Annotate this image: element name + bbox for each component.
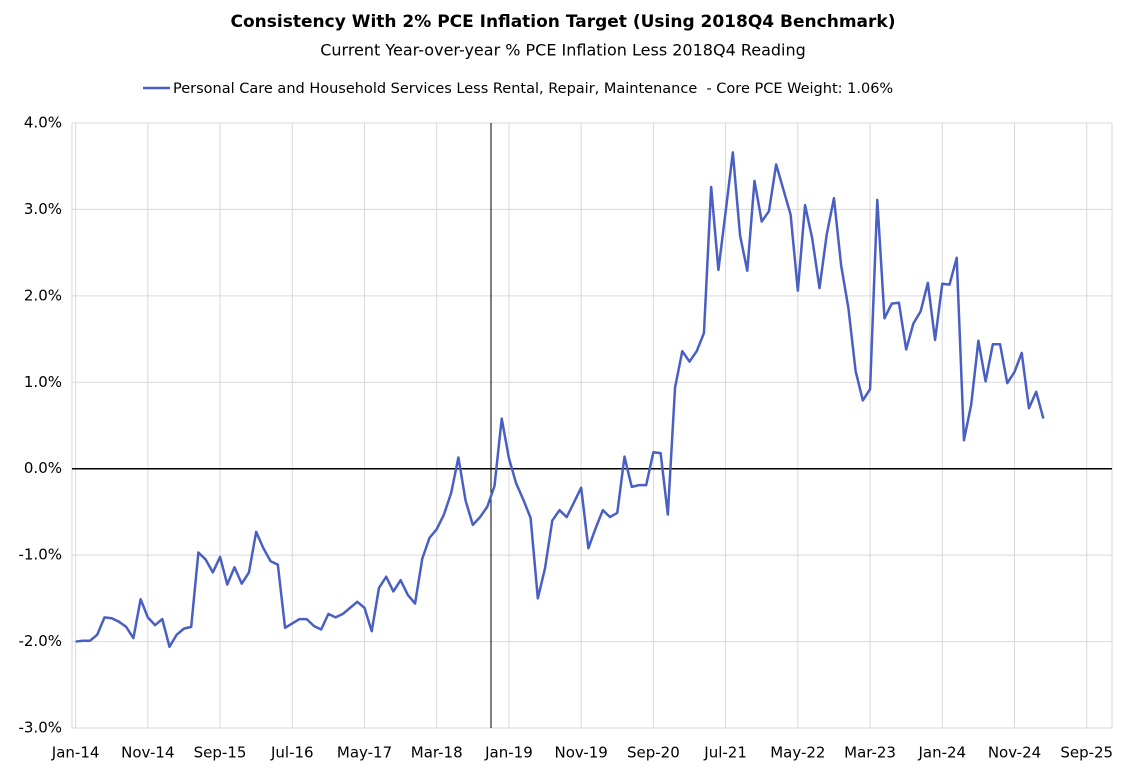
y-tick-label: -1.0% <box>18 546 62 564</box>
y-tick-label: 3.0% <box>24 200 62 218</box>
x-tick-label: Jul-21 <box>703 744 747 762</box>
y-tick-label: 4.0% <box>24 114 62 132</box>
x-tick-label: Jan-24 <box>917 744 966 762</box>
chart-subtitle: Current Year-over-year % PCE Inflation L… <box>320 41 806 60</box>
x-tick-label: May-22 <box>770 744 825 762</box>
x-tick-label: Jan-19 <box>484 744 533 762</box>
x-tick-label: Nov-19 <box>554 744 607 762</box>
x-tick-label: Mar-23 <box>844 744 896 762</box>
y-tick-label: 1.0% <box>24 373 62 391</box>
y-tick-label: 0.0% <box>24 459 62 477</box>
x-tick-label: Jan-14 <box>51 744 100 762</box>
data-line <box>75 151 1045 649</box>
x-tick-label: Mar-18 <box>411 744 463 762</box>
x-tick-label: Jul-16 <box>270 744 314 762</box>
x-tick-label: Nov-24 <box>988 744 1041 762</box>
x-tick-label: Sep-25 <box>1060 744 1113 762</box>
x-tick-label: Nov-14 <box>121 744 174 762</box>
legend-label: Personal Care and Household Services Les… <box>173 81 893 97</box>
y-tick-label: -2.0% <box>18 632 62 650</box>
y-tick-label: 2.0% <box>24 286 62 304</box>
chart-title: Consistency With 2% PCE Inflation Target… <box>231 12 896 32</box>
y-tick-label: -3.0% <box>18 719 62 737</box>
x-tick-label: Sep-15 <box>194 744 247 762</box>
x-tick-label: May-17 <box>337 744 392 762</box>
x-tick-label: Sep-20 <box>627 744 680 762</box>
